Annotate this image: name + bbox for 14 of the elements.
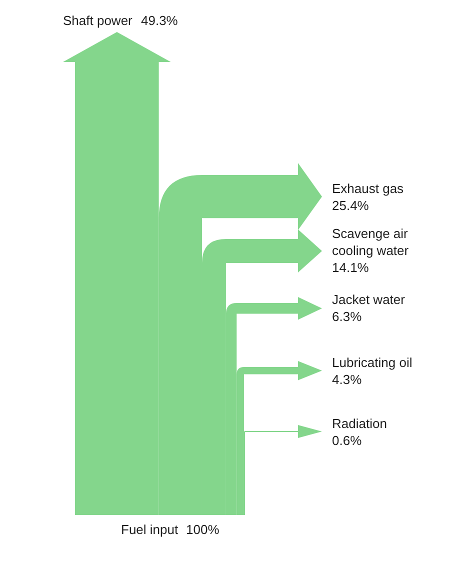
category-label: Fuel input	[121, 522, 178, 537]
data-label: 6.3%	[332, 308, 362, 324]
category-label: Jacket water	[332, 292, 406, 307]
data-label: 4.3%	[332, 372, 362, 387]
category-label: Exhaust gas	[332, 181, 404, 196]
data-label: 49.3%	[141, 13, 178, 28]
data-label: 14.1%	[332, 260, 370, 275]
category-label: Lubricating oil	[332, 355, 412, 370]
category-label: Radiation	[332, 416, 387, 431]
category-label: Shaft power	[63, 13, 134, 28]
category-label: Scavenge air cooling water	[332, 226, 410, 258]
data-label: 0.6%	[332, 432, 362, 448]
data-label: 25.4%	[332, 198, 370, 213]
data-label: 100%	[186, 522, 220, 537]
